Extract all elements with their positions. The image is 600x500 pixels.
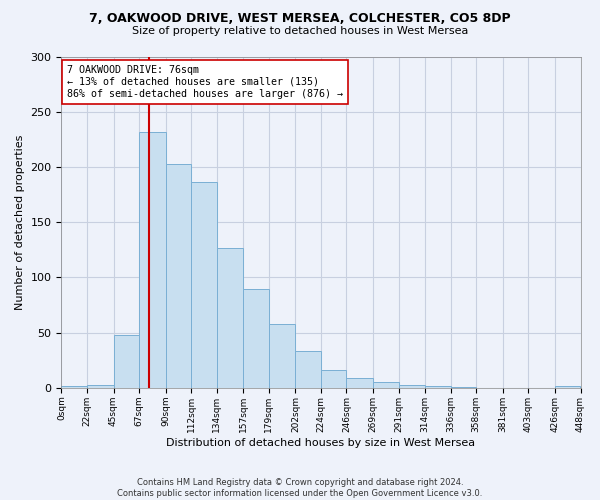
Bar	[451, 387, 476, 388]
Bar	[166, 164, 191, 388]
Text: 7 OAKWOOD DRIVE: 76sqm
← 13% of detached houses are smaller (135)
86% of semi-de: 7 OAKWOOD DRIVE: 76sqm ← 13% of detached…	[67, 66, 343, 98]
Bar	[346, 378, 373, 388]
X-axis label: Distribution of detached houses by size in West Mersea: Distribution of detached houses by size …	[166, 438, 476, 448]
Bar	[398, 384, 425, 388]
Bar	[244, 288, 269, 388]
Bar	[555, 386, 580, 388]
Bar	[425, 386, 451, 388]
Bar	[191, 182, 217, 388]
Bar	[87, 384, 113, 388]
Bar	[295, 352, 321, 388]
Y-axis label: Number of detached properties: Number of detached properties	[15, 134, 25, 310]
Bar	[269, 324, 295, 388]
Text: Contains HM Land Registry data © Crown copyright and database right 2024.
Contai: Contains HM Land Registry data © Crown c…	[118, 478, 482, 498]
Text: Size of property relative to detached houses in West Mersea: Size of property relative to detached ho…	[132, 26, 468, 36]
Bar	[61, 386, 87, 388]
Bar	[113, 335, 139, 388]
Bar	[217, 248, 244, 388]
Text: 7, OAKWOOD DRIVE, WEST MERSEA, COLCHESTER, CO5 8DP: 7, OAKWOOD DRIVE, WEST MERSEA, COLCHESTE…	[89, 12, 511, 26]
Bar	[139, 132, 166, 388]
Bar	[321, 370, 346, 388]
Bar	[373, 382, 398, 388]
